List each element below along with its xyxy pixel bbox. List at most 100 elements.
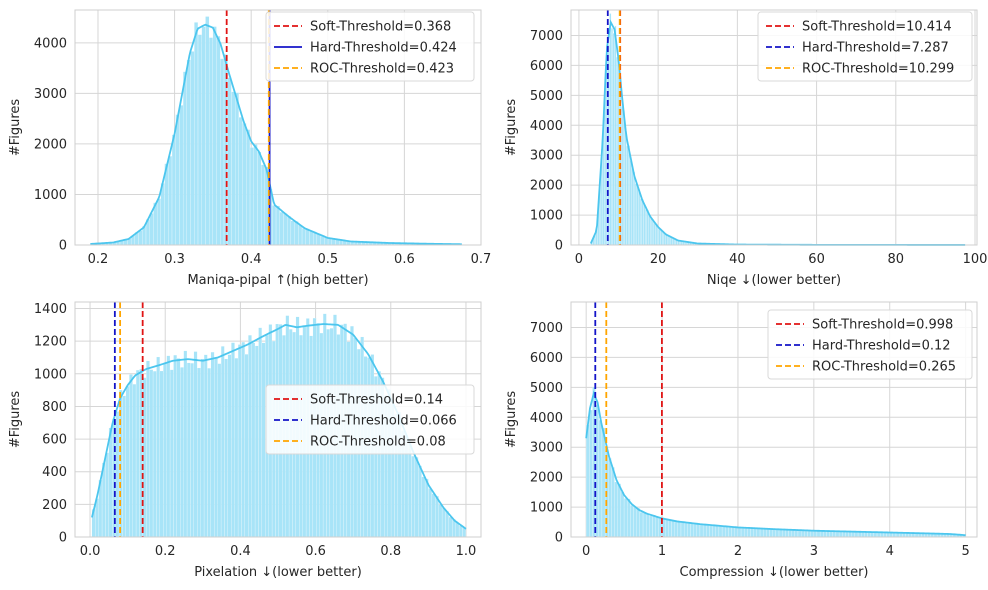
histogram-bar xyxy=(173,355,177,538)
histogram-bar xyxy=(331,239,336,246)
histogram-bar xyxy=(320,236,325,246)
histogram-bar xyxy=(699,524,704,538)
histogram-bar xyxy=(455,522,460,538)
histogram-bar xyxy=(608,458,612,538)
histogram-bar xyxy=(609,13,612,246)
y-tick-label: 600 xyxy=(42,433,67,448)
y-tick-label: 6000 xyxy=(530,59,563,74)
legend: Soft-Threshold=0.368 Hard-Threshold=0.424… xyxy=(265,11,475,82)
histogram-bar xyxy=(238,117,243,246)
histogram-bar xyxy=(146,360,150,538)
x-tick-label: 0.2 xyxy=(155,544,176,559)
histogram-bar xyxy=(227,77,232,246)
histogram-bar xyxy=(205,16,210,246)
histogram-bar xyxy=(725,526,729,538)
histogram-bar xyxy=(459,525,463,538)
histogram-bar xyxy=(636,185,639,246)
histogram-bar xyxy=(171,134,176,246)
histogram-bar xyxy=(709,525,713,538)
y-tick-label: 400 xyxy=(42,465,67,480)
y-tick-label: 1000 xyxy=(34,188,67,203)
plot-frame xyxy=(74,301,482,538)
legend-label-3: ROC-Threshold=0.08 xyxy=(310,435,446,450)
legend-label-3: ROC-Threshold=0.423 xyxy=(310,62,454,77)
histogram-bar xyxy=(217,363,222,538)
x-tick-label: 0.8 xyxy=(380,544,401,559)
y-axis-label: #Figures xyxy=(504,391,519,449)
histogram-bar xyxy=(655,224,658,246)
x-tick-label: 20 xyxy=(650,252,667,267)
plot-frame xyxy=(570,9,978,246)
histogram-bar xyxy=(132,384,137,538)
histogram-bar xyxy=(200,358,205,538)
histogram-bar xyxy=(194,22,198,246)
legend-box xyxy=(767,309,973,380)
histogram-bar xyxy=(614,26,617,246)
histogram-bar xyxy=(690,523,694,538)
histogram-bar xyxy=(153,371,157,538)
legend-box xyxy=(757,11,973,82)
histogram-bar xyxy=(159,370,164,538)
histogram-bar xyxy=(190,363,194,538)
y-tick-label: 4000 xyxy=(34,36,67,51)
histogram-bar xyxy=(445,511,449,538)
histogram-bar xyxy=(797,530,802,538)
histogram-bar xyxy=(221,346,225,538)
kde-curve xyxy=(585,390,966,537)
histogram-bar xyxy=(813,530,817,538)
histogram-bar xyxy=(242,123,247,246)
y-tick-label: 0 xyxy=(59,531,67,546)
x-axis-label: Niqe ↓(lower better) xyxy=(707,273,841,288)
histogram-bar xyxy=(873,532,878,538)
histogram-bar xyxy=(788,529,792,538)
y-tick-label: 5000 xyxy=(530,381,563,396)
histogram-bar xyxy=(115,411,120,538)
y-tick-label: 7000 xyxy=(530,29,563,44)
histogram-bar xyxy=(617,483,621,538)
histogram-bar xyxy=(633,507,637,538)
histogram-bar xyxy=(197,367,201,538)
histogram-bar xyxy=(769,529,773,538)
histogram-bar xyxy=(287,215,291,246)
y-axis-label: #Figures xyxy=(8,391,23,449)
histogram-bar xyxy=(663,233,666,246)
histogram-bar xyxy=(253,144,258,246)
histogram-bar xyxy=(414,457,419,538)
histogram-bar xyxy=(183,350,188,538)
histogram-bar xyxy=(785,529,789,538)
x-axis-label: Pixelation ↓(lower better) xyxy=(194,565,362,580)
histogram-bar xyxy=(257,151,262,246)
histogram-bar xyxy=(197,34,202,246)
histogram-bar xyxy=(149,369,154,538)
histogram-bar xyxy=(627,498,631,538)
histogram-bar xyxy=(122,395,126,538)
plot-frame xyxy=(74,9,482,246)
histogram-bar xyxy=(747,527,751,538)
histogram-bar xyxy=(750,528,754,538)
histogram-bar xyxy=(294,221,299,246)
y-tick-label: 800 xyxy=(42,400,67,415)
histogram-bar xyxy=(201,26,206,246)
histogram-bar xyxy=(677,521,681,538)
x-tick-label: 1.0 xyxy=(456,544,477,559)
x-tick-label: 0.7 xyxy=(471,252,492,267)
histogram-bar xyxy=(425,478,429,538)
histogram-bar xyxy=(138,230,143,246)
histogram-bar xyxy=(737,527,742,538)
chart-panel-3: 0.0 0.2 0.4 0.6 0.8 1.0 0 200 400 600 800 1000 1200 1… xyxy=(8,301,482,580)
histogram-bar xyxy=(170,369,174,538)
legend-box xyxy=(265,11,475,82)
histogram-bar xyxy=(667,235,669,246)
histogram-bar xyxy=(258,327,262,538)
histogram-bar xyxy=(421,476,426,538)
histogram-bar xyxy=(204,354,208,538)
histogram-bar xyxy=(156,356,160,538)
y-tick-label: 3000 xyxy=(530,149,563,164)
histogram-bar xyxy=(241,342,245,538)
histogram-bar xyxy=(648,215,651,246)
histogram-bar xyxy=(671,519,675,538)
legend-label-1: Soft-Threshold=10.414 xyxy=(802,20,952,35)
y-tick-label: 0 xyxy=(59,239,67,254)
legend-label-2: Hard-Threshold=0.066 xyxy=(310,414,457,429)
chart-panel-2: 0 20 40 60 80 1000100020003000400050006000700… xyxy=(504,9,987,288)
